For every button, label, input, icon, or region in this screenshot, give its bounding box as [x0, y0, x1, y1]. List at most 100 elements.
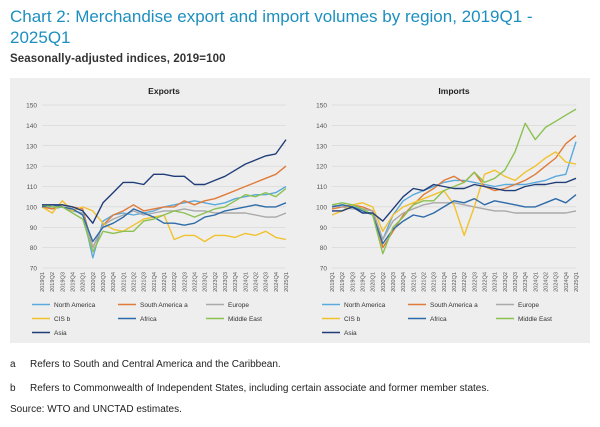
x-tick-label: 2023Q1 — [493, 272, 499, 292]
x-tick-label: 2020Q4 — [401, 272, 407, 292]
imports-chart: Imports 70 80 90 100 110 120 130 140 150 2019Q1 201… — [316, 86, 580, 337]
series-line-cis-b — [331, 151, 577, 237]
x-tick-label: 2023Q4 — [523, 272, 529, 292]
legend-item: South America a — [118, 302, 188, 309]
x-tick-label: 2020Q4 — [111, 272, 117, 292]
y-tick-label: 70 — [320, 266, 328, 273]
series-line-middle-east — [331, 108, 577, 255]
x-tick-label: 2022Q4 — [483, 272, 489, 292]
x-tick-label: 2022Q2 — [172, 272, 178, 292]
legend-label: North America — [54, 302, 96, 309]
legend-item: North America — [322, 302, 386, 309]
legend-label: Europe — [518, 302, 539, 309]
legend-label: Middle East — [228, 316, 262, 323]
x-tick-label: 2022Q3 — [182, 272, 188, 292]
x-tick-label: 2022Q1 — [452, 272, 458, 292]
x-tick-label: 2024Q4 — [564, 272, 570, 292]
x-tick-label: 2024Q2 — [544, 272, 550, 292]
y-tick-label: 130 — [26, 143, 37, 150]
x-tick-label: 2020Q2 — [381, 272, 387, 292]
series-line-south-america-a — [41, 165, 287, 249]
footnote-a-label: a — [10, 359, 16, 370]
legend-label: South America a — [430, 302, 478, 309]
x-tick-label: 2021Q4 — [442, 272, 448, 292]
legend-label: North America — [344, 302, 386, 309]
y-tick-label: 70 — [30, 266, 38, 273]
series-line-europe — [41, 204, 287, 249]
y-tick-label: 150 — [316, 103, 327, 110]
y-tick-label: 100 — [316, 204, 327, 211]
x-tick-label: 2024Q1 — [533, 272, 539, 292]
x-tick-label: 2024Q1 — [243, 272, 249, 292]
exports-chart: Exports 70 80 90 100 110 120 130 140 150 2019Q1 201… — [26, 86, 290, 337]
x-tick-label: 2020Q3 — [101, 272, 107, 292]
footnote-b-text: Refers to Commonwealth of Independent St… — [30, 383, 490, 394]
y-tick-label: 140 — [26, 123, 37, 130]
series-line-middle-east — [41, 187, 287, 253]
x-tick-label: 2023Q2 — [213, 272, 219, 292]
x-tick-label: 2021Q1 — [121, 272, 127, 292]
panel-title: Exports — [148, 86, 180, 96]
x-tick-label: 2019Q4 — [361, 272, 367, 292]
x-tick-label: 2019Q1 — [40, 272, 46, 292]
series-line-europe — [331, 202, 577, 241]
x-tick-label: 2020Q1 — [81, 272, 87, 292]
series-line-south-america-a — [331, 135, 577, 249]
legend-item: CIS b — [322, 316, 361, 323]
series-line-africa — [41, 202, 287, 243]
legend-item: Asia — [32, 330, 67, 337]
x-tick-label: 2019Q3 — [60, 272, 66, 292]
y-tick-label: 130 — [316, 143, 327, 150]
series-line-asia — [332, 177, 577, 222]
legend-label: Middle East — [518, 316, 552, 323]
x-tick-label: 2021Q3 — [432, 272, 438, 292]
x-tick-label: 2020Q3 — [391, 272, 397, 292]
x-tick-label: 2023Q2 — [503, 272, 509, 292]
x-tick-label: 2019Q2 — [50, 272, 56, 292]
x-tick-label: 2023Q4 — [233, 272, 239, 292]
x-tick-label: 2022Q3 — [472, 272, 478, 292]
legend-item: Africa — [118, 316, 157, 323]
x-tick-label: 2019Q2 — [340, 272, 346, 292]
legend-item: Asia — [322, 330, 357, 337]
y-tick-label: 90 — [320, 225, 328, 232]
x-tick-label: 2024Q3 — [264, 272, 270, 292]
x-tick-label: 2025Q1 — [574, 272, 580, 292]
legend-item: South America a — [408, 302, 478, 309]
legend-label: Africa — [140, 316, 157, 323]
chart-subtitle: Seasonally-adjusted indices, 2019=100 — [10, 53, 226, 65]
series-line-asia — [42, 139, 287, 224]
series-line-africa — [331, 194, 577, 245]
y-tick-label: 140 — [316, 123, 327, 130]
legend-label: Europe — [228, 302, 249, 309]
x-tick-label: 2020Q1 — [371, 272, 377, 292]
x-tick-label: 2019Q1 — [330, 272, 336, 292]
legend-item: CIS b — [32, 316, 71, 323]
x-tick-label: 2021Q4 — [152, 272, 158, 292]
y-tick-label: 80 — [320, 245, 328, 252]
x-tick-label: 2025Q1 — [284, 272, 290, 292]
footnote-a-text: Refers to South and Central America and … — [30, 359, 281, 370]
footnote-a: a Refers to South and Central America and… — [10, 359, 281, 370]
y-tick-label: 150 — [26, 103, 37, 110]
series-line-north-america — [41, 185, 287, 259]
x-tick-label: 2024Q4 — [274, 272, 280, 292]
y-tick-label: 120 — [26, 164, 37, 171]
legend-item: Middle East — [496, 316, 552, 323]
x-tick-label: 2022Q2 — [462, 272, 468, 292]
legend-item: Europe — [496, 302, 539, 309]
x-tick-label: 2024Q2 — [254, 272, 260, 292]
legend-item: Africa — [408, 316, 447, 323]
x-tick-label: 2023Q3 — [513, 272, 519, 292]
legend-label: CIS b — [344, 316, 361, 323]
legend-item: North America — [32, 302, 96, 309]
y-tick-label: 100 — [26, 204, 37, 211]
y-tick-label: 110 — [27, 184, 38, 191]
x-tick-label: 2022Q1 — [162, 272, 168, 292]
x-tick-label: 2021Q1 — [411, 272, 417, 292]
source-note: Source: WTO and UNCTAD estimates. — [10, 404, 182, 415]
figure-area: Exports 70 80 90 100 110 120 130 140 150 2019Q1 201… — [10, 78, 590, 343]
legend-item: Middle East — [206, 316, 262, 323]
footnote-b: b Refers to Commonwealth of Independent S… — [10, 383, 489, 394]
x-tick-label: 2023Q3 — [223, 272, 229, 292]
